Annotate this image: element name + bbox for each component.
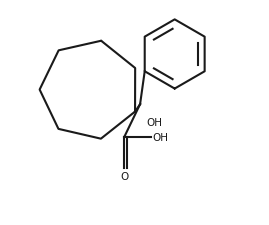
- Text: OH: OH: [147, 117, 163, 128]
- Text: O: O: [120, 171, 129, 181]
- Text: OH: OH: [153, 132, 169, 142]
